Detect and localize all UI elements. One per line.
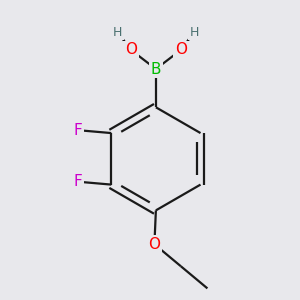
Text: F: F [73,123,82,138]
Text: H: H [113,26,122,39]
Text: O: O [125,42,137,57]
Text: F: F [73,174,82,189]
Text: O: O [175,42,187,57]
Text: O: O [148,237,160,252]
Text: B: B [151,61,161,76]
Text: H: H [190,26,199,39]
